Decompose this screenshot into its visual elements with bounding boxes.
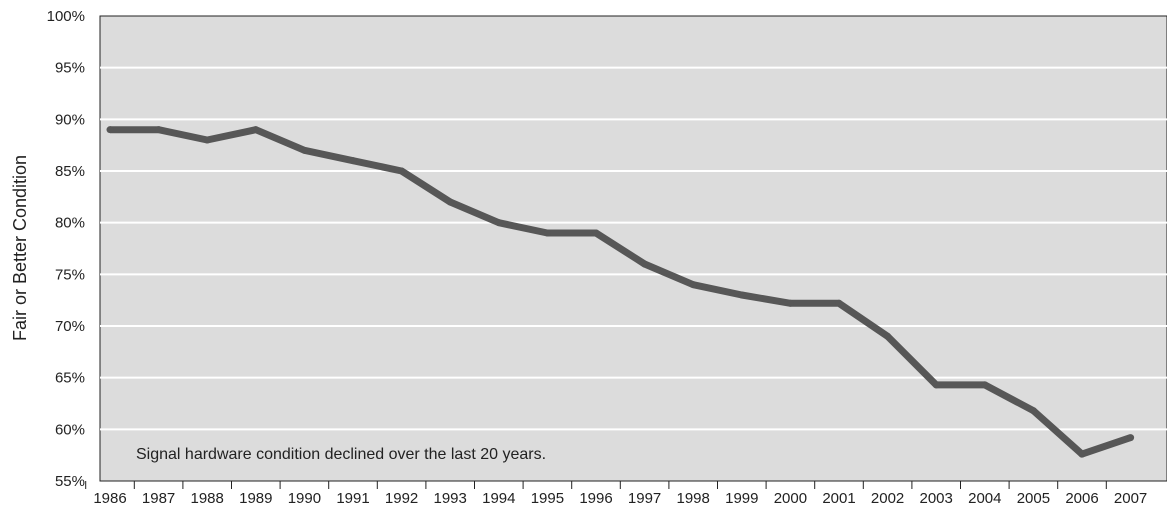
x-tick-label: 2000 — [774, 490, 807, 507]
x-tick-label: 1992 — [385, 490, 418, 507]
data-point — [786, 299, 794, 307]
data-point — [252, 126, 260, 134]
series-line — [110, 126, 1132, 458]
data-points — [106, 126, 1135, 458]
y-tick-label: 80% — [55, 215, 85, 232]
x-tick-label: 1991 — [336, 490, 369, 507]
data-point — [543, 229, 551, 237]
x-tick-label: 1998 — [677, 490, 710, 507]
data-point — [592, 229, 600, 237]
y-tick-label: 85% — [55, 163, 85, 180]
x-tick-label: 1990 — [288, 490, 321, 507]
x-tick-label: 2007 — [1114, 490, 1147, 507]
data-point — [1029, 407, 1037, 415]
x-tick-label: 1989 — [239, 490, 272, 507]
data-point — [495, 219, 503, 227]
x-axis-ticks: 1986 1987 1988 1989 1990 1991 1992 1993 1994 1995… — [85, 481, 1147, 507]
y-axis-label: Fair or Better Condition — [10, 155, 30, 341]
gridlines — [100, 66, 1167, 431]
x-tick-label: 1986 — [93, 490, 126, 507]
data-point — [106, 126, 114, 134]
x-tick-label: 1996 — [579, 490, 612, 507]
x-tick-label: 2004 — [968, 490, 1001, 507]
data-point — [1078, 450, 1086, 458]
x-tick-label: 2003 — [920, 490, 953, 507]
x-tick-label: 1997 — [628, 490, 661, 507]
x-tick-label: 1993 — [434, 490, 467, 507]
y-tick-label: 55% — [55, 473, 85, 490]
x-tick-label: 1999 — [725, 490, 758, 507]
data-point — [349, 157, 357, 165]
y-tick-label: 65% — [55, 370, 85, 387]
data-point — [155, 126, 163, 134]
data-point — [203, 136, 211, 144]
plot-background — [99, 15, 1167, 482]
data-point — [738, 291, 746, 299]
x-tick-label: 2005 — [1017, 490, 1050, 507]
x-tick-label: 2002 — [871, 490, 904, 507]
y-tick-label: 70% — [55, 318, 85, 335]
data-point — [689, 281, 697, 289]
data-point — [932, 381, 940, 389]
data-point — [1127, 434, 1135, 442]
x-tick-label: 1994 — [482, 490, 515, 507]
y-axis-ticks: 55% 60% 65% 70% 75% 80% 85% 90% 95% 100% — [47, 8, 85, 490]
y-tick-label: 95% — [55, 60, 85, 77]
y-tick-label: 90% — [55, 111, 85, 128]
data-point — [835, 299, 843, 307]
y-tick-label: 60% — [55, 421, 85, 438]
data-point — [446, 198, 454, 206]
data-point — [981, 381, 989, 389]
x-tick-label: 2001 — [822, 490, 855, 507]
x-tick-label: 1988 — [191, 490, 224, 507]
data-point — [398, 167, 406, 175]
y-tick-label: 75% — [55, 266, 85, 283]
x-tick-label: 1995 — [531, 490, 564, 507]
chart-annotation: Signal hardware condition declined over … — [136, 446, 546, 463]
y-tick-label: 100% — [47, 8, 85, 25]
data-point — [300, 146, 308, 154]
x-tick-label: 1987 — [142, 490, 175, 507]
x-tick-label: 2006 — [1065, 490, 1098, 507]
data-point — [641, 260, 649, 268]
data-point — [884, 332, 892, 340]
